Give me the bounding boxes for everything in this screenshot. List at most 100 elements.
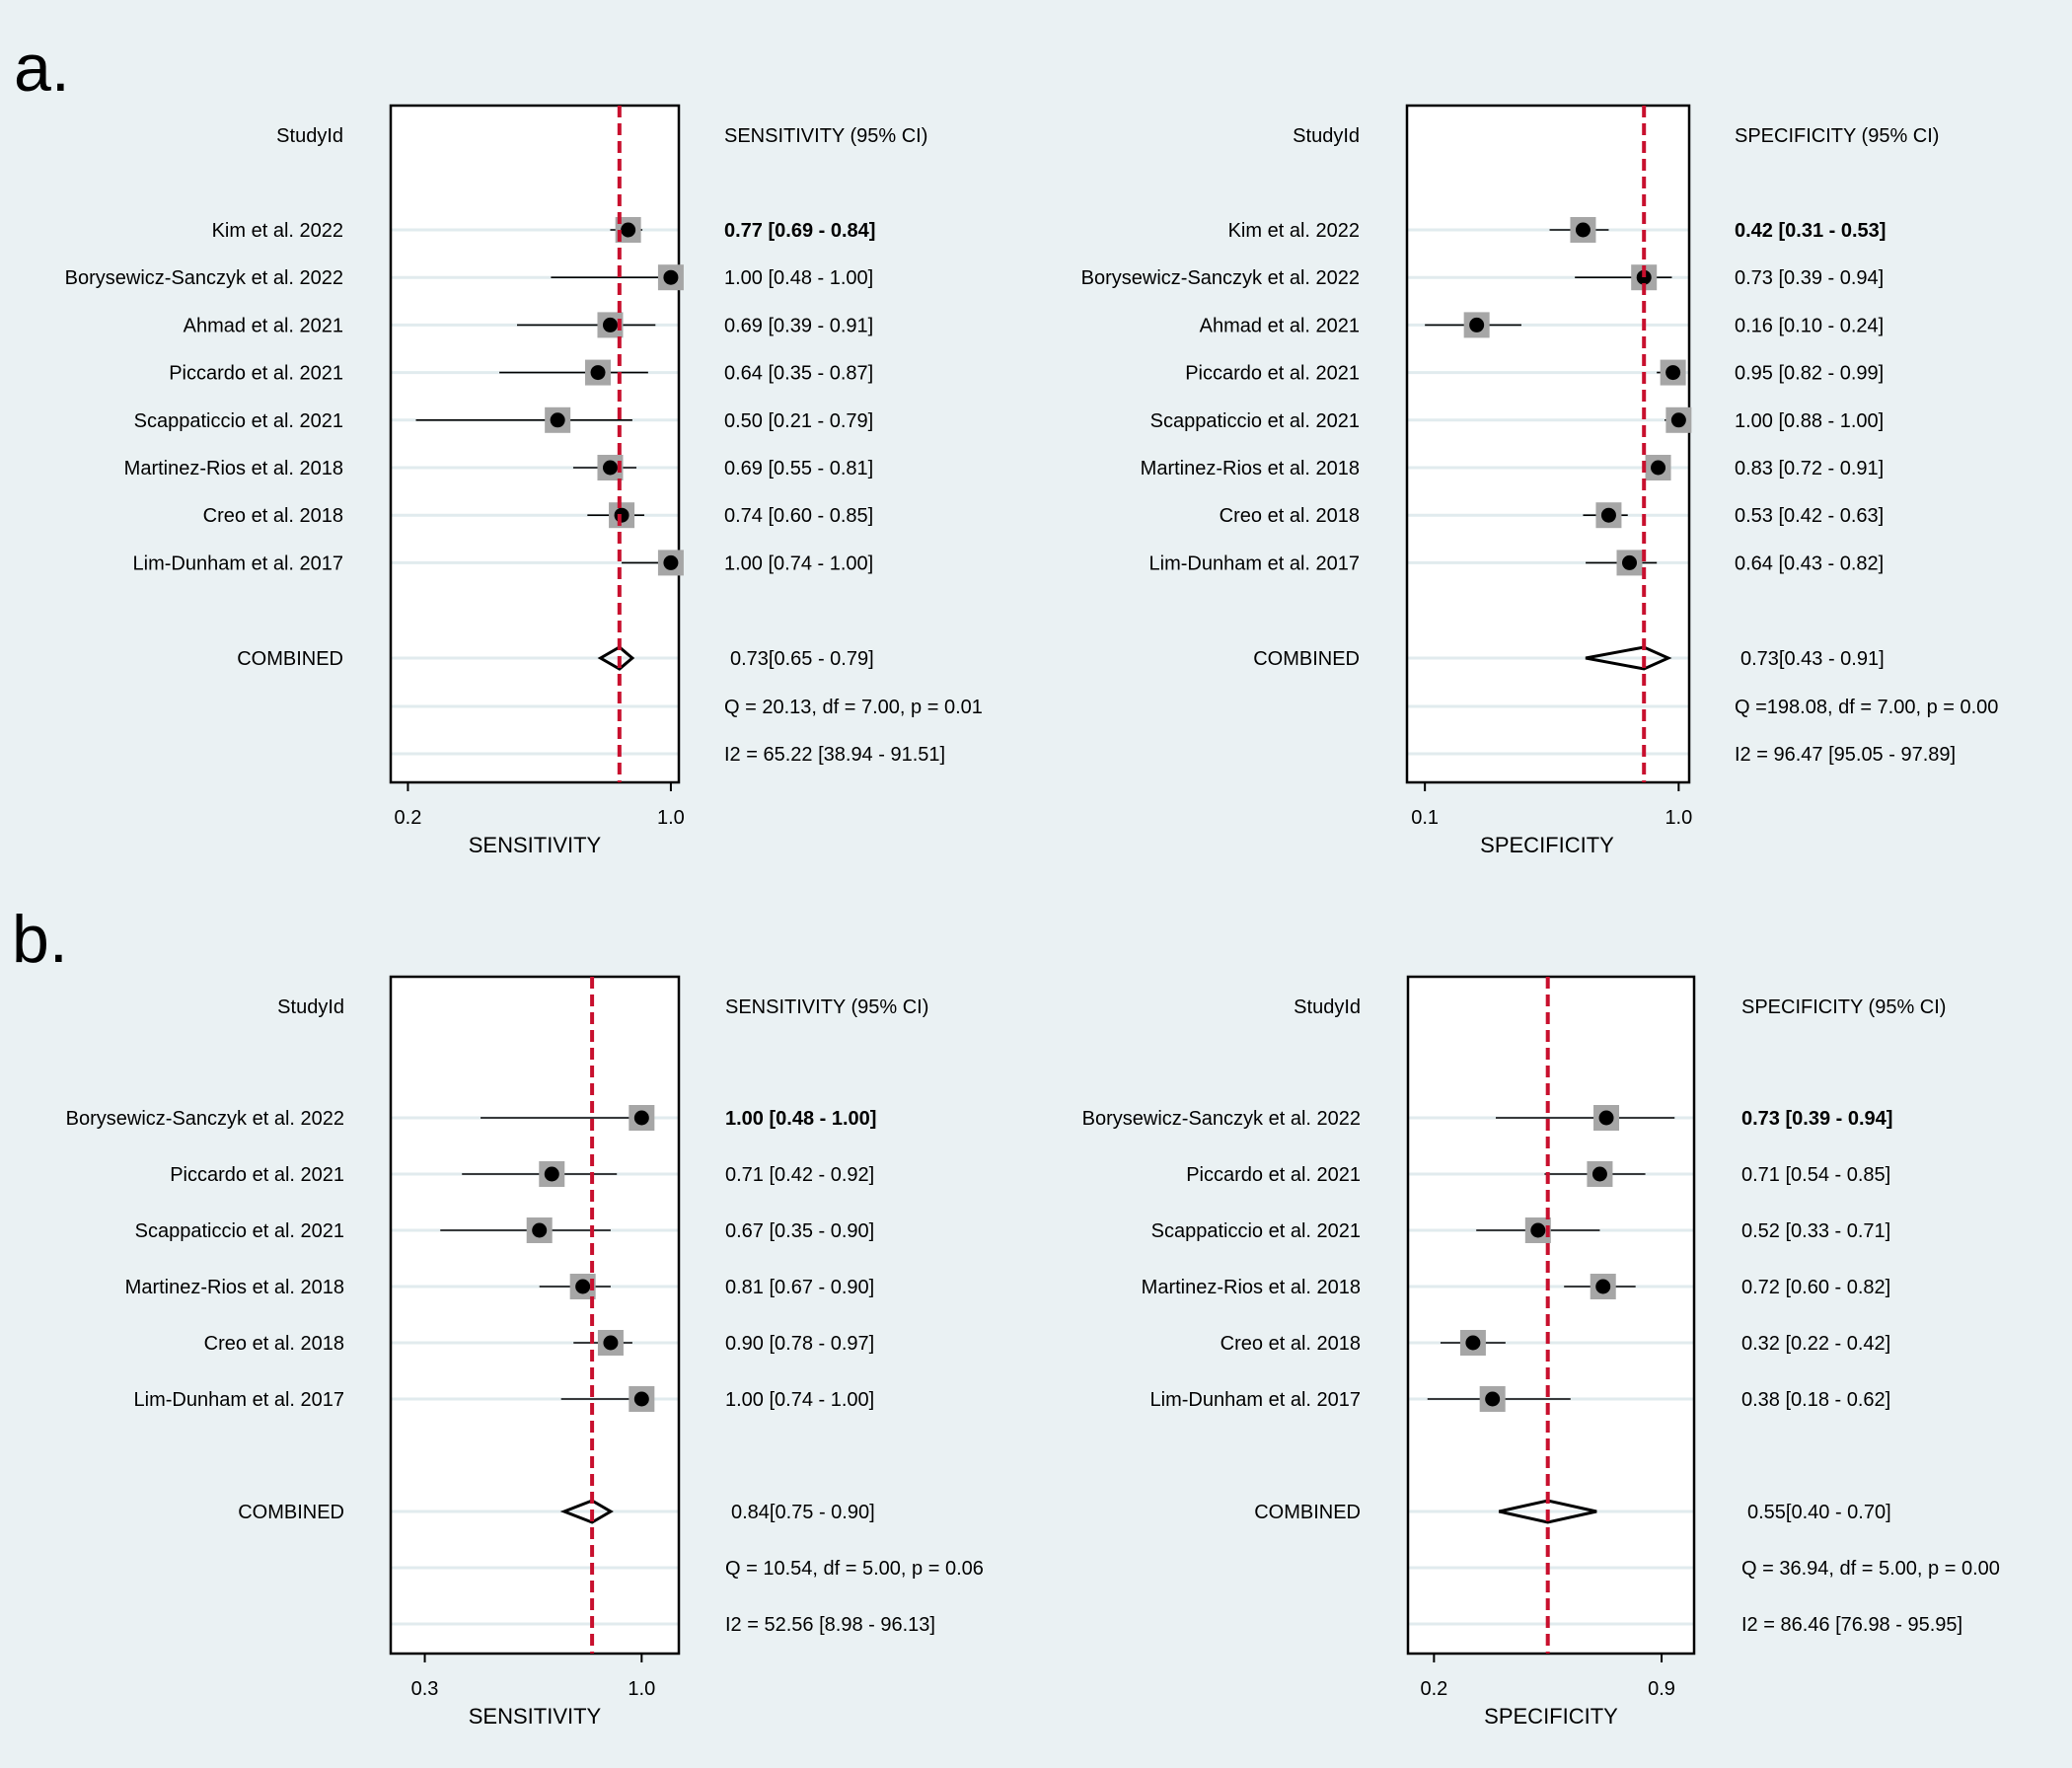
heterogeneity-i2: I2 = 52.56 [8.98 - 96.13] [725,1614,935,1636]
study-name: Piccardo et al. 2021 [1185,363,1360,385]
study-name: Scappaticcio et al. 2021 [134,410,343,432]
x-tick-label: 0.2 [1420,1678,1447,1700]
point-estimate [633,1391,649,1407]
study-ci-label: 1.00 [0.74 - 1.00] [724,552,873,574]
x-axis-label: SENSITIVITY [469,833,602,857]
ci-column-header: SPECIFICITY (95% CI) [1735,125,1939,147]
study-ci-label: 1.00 [0.48 - 1.00] [724,267,873,289]
point-estimate [1591,1166,1607,1182]
forest-plot-b-sensitivity: StudyId SENSITIVITY (95% CI) 0.3 1.0 SENSITI… [66,975,984,1729]
study-name: Borysewicz-Sanczyk et al. 2022 [65,267,343,289]
study-ci-label: 0.50 [0.21 - 0.79] [724,410,873,432]
ci-column-header: SPECIFICITY (95% CI) [1741,996,1946,1018]
study-name: Kim et al. 2022 [212,220,343,242]
point-estimate [1530,1222,1546,1238]
combined-ci-label: 0.84[0.75 - 0.90] [731,1502,875,1523]
x-axis-label: SPECIFICITY [1484,1704,1618,1729]
study-name: Martinez-Rios et al. 2018 [1141,458,1360,479]
plot-area [391,977,679,1654]
heterogeneity-q: Q = 36.94, df = 5.00, p = 0.00 [1741,1558,2000,1580]
study-ci-label: 0.83 [0.72 - 0.91] [1735,458,1884,479]
plot-frame [1406,975,1696,1656]
study-ci-label: 1.00 [0.88 - 1.00] [1735,410,1884,432]
point-estimate [1485,1391,1501,1407]
plot-frame [389,104,681,784]
study-ci-label: 0.38 [0.18 - 0.62] [1741,1389,1890,1411]
study-name: Kim et al. 2022 [1228,220,1360,242]
study-ci-label: 0.71 [0.42 - 0.92] [725,1164,874,1186]
studyid-header: StudyId [1293,125,1360,147]
panel-label-a: a. [14,31,70,106]
study-ci-label: 0.16 [0.10 - 0.24] [1735,315,1884,336]
x-tick-label: 0.3 [411,1678,439,1700]
study-name: Scappaticcio et al. 2021 [1150,410,1360,432]
study-ci-label: 0.67 [0.35 - 0.90] [725,1220,874,1242]
study-ci-label: 0.74 [0.60 - 0.85] [724,505,873,527]
combined-diamond [597,645,635,671]
forest-plot-b-specificity: StudyId SPECIFICITY (95% CI) 0.2 0.9 SPECIFI… [1082,975,2000,1729]
ci-column-header: SENSITIVITY (95% CI) [725,996,928,1018]
point-estimate [544,1166,559,1182]
study-name: Piccardo et al. 2021 [170,1164,344,1186]
heterogeneity-i2: I2 = 86.46 [76.98 - 95.95] [1741,1614,1962,1636]
combined-label: COMBINED [1253,648,1360,670]
point-estimate [1670,412,1686,428]
study-ci-label: 0.72 [0.60 - 0.82] [1741,1277,1890,1298]
heterogeneity-i2: I2 = 65.22 [38.94 - 91.51] [724,744,945,766]
point-estimate [1600,507,1616,523]
study-name: Creo et al. 2018 [1220,505,1360,527]
x-tick-label: 1.0 [657,807,685,829]
combined-ci-label: 0.73[0.43 - 0.91] [1740,648,1885,670]
point-estimate [575,1279,591,1294]
study-ci-label: 0.77 [0.69 - 0.84] [724,220,875,242]
point-estimate [1622,554,1638,570]
point-estimate [1665,365,1681,381]
study-ci-label: 0.53 [0.42 - 0.63] [1735,505,1884,527]
study-name: Martinez-Rios et al. 2018 [124,458,343,479]
study-ci-label: 0.95 [0.82 - 0.99] [1735,363,1884,385]
x-tick-label: 1.0 [1665,807,1692,829]
point-estimate [532,1222,548,1238]
study-name: Lim-Dunham et al. 2017 [1149,552,1360,574]
combined-ci-label: 0.73[0.65 - 0.79] [730,648,874,670]
study-ci-label: 0.71 [0.54 - 0.85] [1741,1164,1890,1186]
study-ci-label: 0.42 [0.31 - 0.53] [1735,220,1886,242]
point-estimate [633,1110,649,1126]
forest-plots: StudyId SENSITIVITY (95% CI) 0.2 1.0 SENSITI… [65,104,2000,1729]
study-name: Borysewicz-Sanczyk et al. 2022 [1081,267,1360,289]
plot-area [391,106,679,782]
study-name: Ahmad et al. 2021 [184,315,343,336]
study-name: Martinez-Rios et al. 2018 [1142,1277,1361,1298]
point-estimate [663,269,679,285]
heterogeneity-q: Q =198.08, df = 7.00, p = 0.00 [1735,697,1998,718]
study-ci-label: 0.64 [0.35 - 0.87] [724,363,873,385]
study-name: Creo et al. 2018 [1221,1333,1361,1355]
panel-label-b: b. [12,902,68,977]
study-name: Scappaticcio et al. 2021 [135,1220,344,1242]
study-name: Piccardo et al. 2021 [1186,1164,1361,1186]
studyid-header: StudyId [276,125,343,147]
study-ci-label: 0.52 [0.33 - 0.71] [1741,1220,1890,1242]
x-axis-label: SENSITIVITY [469,1704,602,1729]
heterogeneity-q: Q = 20.13, df = 7.00, p = 0.01 [724,697,983,718]
study-ci-label: 0.90 [0.78 - 0.97] [725,1333,874,1355]
point-estimate [621,222,636,238]
study-ci-label: 0.69 [0.39 - 0.91] [724,315,873,336]
study-ci-label: 1.00 [0.48 - 1.00] [725,1108,876,1130]
combined-label: COMBINED [238,1502,344,1523]
study-ci-label: 0.73 [0.39 - 0.94] [1741,1108,1892,1130]
plot-frame [389,975,681,1656]
combined-diamond [559,1499,614,1524]
plot-frame [1405,104,1691,784]
forest-plot-a-specificity: StudyId SPECIFICITY (95% CI) 0.1 1.0 SPECIFI… [1081,104,1998,857]
study-name: Scappaticcio et al. 2021 [1151,1220,1361,1242]
point-estimate [602,460,618,476]
studyid-header: StudyId [1294,996,1361,1018]
studyid-header: StudyId [277,996,344,1018]
heterogeneity-q: Q = 10.54, df = 5.00, p = 0.06 [725,1558,984,1580]
study-ci-label: 0.81 [0.67 - 0.90] [725,1277,874,1298]
point-estimate [602,317,618,332]
x-tick-label: 0.9 [1648,1678,1675,1700]
